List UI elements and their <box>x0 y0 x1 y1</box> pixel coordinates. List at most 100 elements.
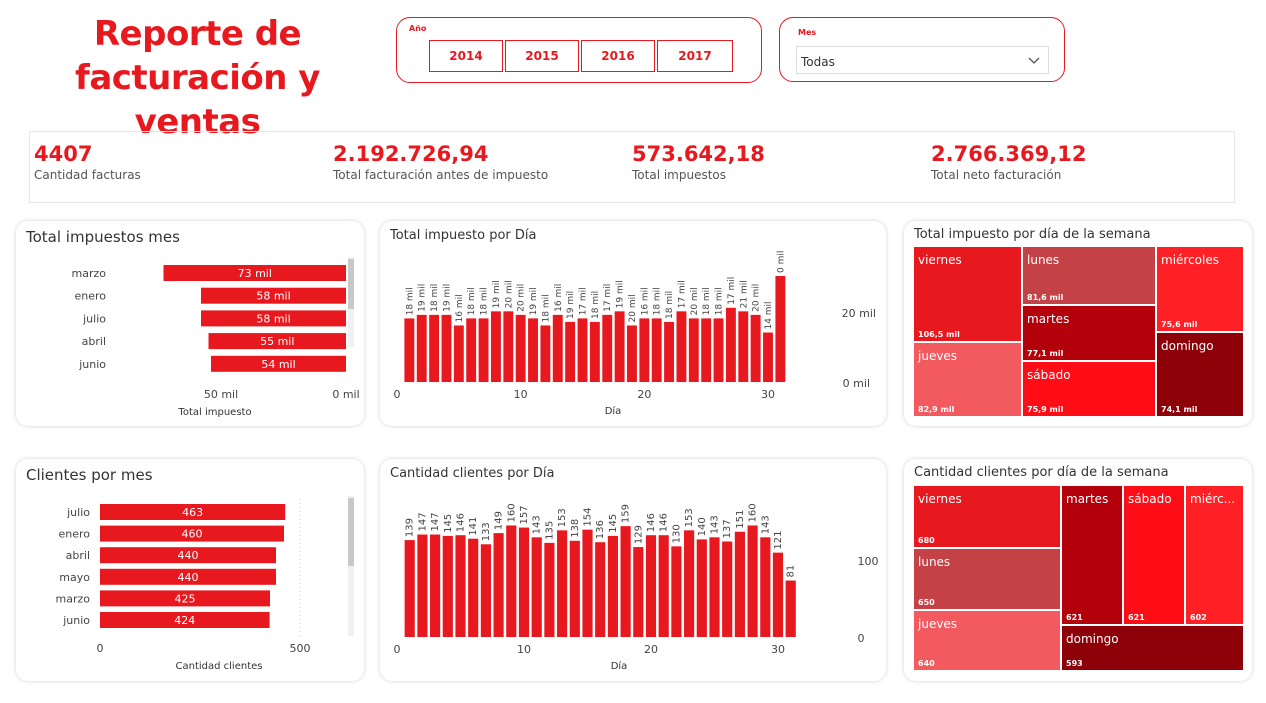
bar <box>750 314 761 382</box>
x-tick-label: 0 <box>394 388 401 401</box>
treemap-tile-5[interactable]: sábado 75,9 mil <box>1022 361 1156 417</box>
tile-value-label: 680 <box>918 536 935 545</box>
data-label: 18 mil <box>430 284 440 312</box>
treemap-tile-3[interactable]: lunes 81,6 mil <box>1022 246 1156 305</box>
year-slicer-label: Año <box>409 24 427 33</box>
bar <box>772 552 784 637</box>
scrollbar-thumb <box>348 498 354 566</box>
data-label: 17 mil <box>579 287 589 315</box>
data-label: 17 mil <box>677 280 687 308</box>
treemap-tile-1[interactable]: viernes 680 <box>913 485 1061 548</box>
chart-title: Cantidad clientes por día de la semana <box>914 465 1169 480</box>
data-label: 133 <box>481 522 492 541</box>
treemap-tile-4[interactable]: martes 621 <box>1061 485 1123 625</box>
bar <box>100 504 286 520</box>
bar <box>627 325 637 382</box>
year-button-2016[interactable]: 2016 <box>581 40 655 72</box>
tax-by-month-card: Total impuestos mes marzo 73 mil enero 58 m… <box>16 221 364 426</box>
data-label: 18 mil <box>467 287 477 315</box>
bar <box>725 307 736 382</box>
bar <box>607 535 618 637</box>
bar <box>544 542 555 637</box>
x-axis-label: Día <box>611 660 628 672</box>
tile-value-label: 74,1 mil <box>1161 405 1198 414</box>
month-dropdown[interactable]: Todas <box>796 46 1049 74</box>
data-label: 0 mil <box>776 251 786 273</box>
page-title-line1: Reporte de <box>93 14 302 54</box>
data-label: 18 mil <box>715 287 725 315</box>
kpi-label: Total impuestos <box>632 168 727 182</box>
data-label: 135 <box>544 521 555 540</box>
bar <box>404 540 415 637</box>
data-label: 19 mil <box>566 291 576 319</box>
category-label: enero <box>74 290 106 303</box>
treemap-tile-2[interactable]: lunes 650 <box>913 548 1061 610</box>
data-label: 160 <box>748 503 759 522</box>
tile-category-label: jueves <box>918 617 958 631</box>
data-label: 19 mil <box>492 280 502 308</box>
data-label: 140 <box>697 517 708 536</box>
data-label: 20 mil <box>690 287 700 315</box>
treemap-tile-7[interactable]: domingo 74,1 mil <box>1156 332 1244 417</box>
x-tick-label: 50 mil <box>204 388 238 401</box>
tile-category-label: domingo <box>1066 632 1119 646</box>
treemap-tile-5[interactable]: sábado 621 <box>1123 485 1185 625</box>
category-label: julio <box>82 312 106 325</box>
year-button-2015[interactable]: 2015 <box>505 40 579 72</box>
bar <box>763 332 773 382</box>
bar <box>441 314 452 382</box>
clients-by-month-chart: julio 463 enero 460 abril 440 mayo 440 marzo 425 j… <box>56 496 354 672</box>
tile-category-label: lunes <box>1027 253 1060 267</box>
data-label: 20 mil <box>752 284 762 312</box>
bar <box>201 287 346 304</box>
page-title: Reporte de facturación y ventas <box>20 12 375 144</box>
treemap-tile-6[interactable]: miércoles 75,6 mil <box>1156 246 1244 332</box>
data-label: 19 mil <box>616 280 626 308</box>
month-slicer: Mes Todas <box>779 17 1065 82</box>
bar <box>211 355 346 372</box>
chart-title: Total impuestos mes <box>26 228 180 246</box>
year-button-2014[interactable]: 2014 <box>429 40 503 72</box>
clients-by-month-card: Clientes por mes julio 463 enero 460 abril 44… <box>16 459 364 681</box>
data-label: 20 mil <box>504 280 514 308</box>
data-label: 16 mil <box>455 294 465 322</box>
treemap-tile-2[interactable]: jueves 82,9 mil <box>913 342 1022 417</box>
data-label: 153 <box>557 508 568 527</box>
tile-category-label: miérc... <box>1190 492 1236 506</box>
clients-by-weekday-treemap: viernes 680 lunes 650 jueves 640 martes 621 sába… <box>913 485 1244 671</box>
kpi-billing-pretax: 2.192.726,94 Total facturación antes de … <box>333 142 548 182</box>
year-button-label: 2017 <box>678 49 712 63</box>
treemap-tile-4[interactable]: martes 77,1 mil <box>1022 305 1156 361</box>
bar <box>633 547 644 637</box>
data-label: 149 <box>494 511 505 530</box>
y-tick-label: 0 <box>858 632 865 645</box>
treemap-tile-3[interactable]: jueves 640 <box>913 610 1061 671</box>
bar <box>493 533 504 637</box>
bar <box>416 314 427 382</box>
scrollbar-thumb <box>348 259 354 309</box>
bar <box>503 311 514 382</box>
kpi-row: 4407 Cantidad facturas 2.192.726,94 Tota… <box>29 131 1235 203</box>
bar <box>540 325 551 382</box>
treemap-tile-6[interactable]: miérc... 602 <box>1185 485 1244 625</box>
tile-value-label: 81,6 mil <box>1027 293 1064 302</box>
bar <box>430 534 441 637</box>
bar <box>589 321 600 382</box>
treemap-tile-1[interactable]: viernes 106,5 mil <box>913 246 1022 342</box>
month-dropdown-value: Todas <box>801 55 835 69</box>
chart-title: Total impuesto por Día <box>390 228 537 243</box>
data-label: 424 <box>174 614 195 627</box>
data-label: 425 <box>175 592 196 605</box>
treemap-tile-7[interactable]: domingo 593 <box>1061 625 1244 671</box>
bar <box>645 535 657 637</box>
kpi-value: 573.642,18 <box>632 142 765 166</box>
tile-category-label: viernes <box>918 492 962 506</box>
kpi-total-taxes: 573.642,18 Total impuestos <box>632 142 765 182</box>
x-axis-label: Total impuesto <box>177 407 251 418</box>
data-label: 18 mil <box>480 287 490 315</box>
chevron-down-icon <box>1028 57 1040 64</box>
bar <box>417 534 428 637</box>
tile-category-label: domingo <box>1161 339 1214 353</box>
bar <box>480 544 491 637</box>
year-button-2017[interactable]: 2017 <box>657 40 733 72</box>
